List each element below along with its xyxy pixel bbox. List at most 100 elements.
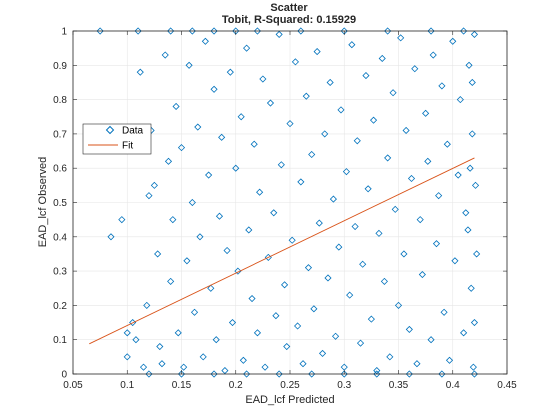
data-point [239,356,247,364]
data-point [261,363,269,371]
data-point [384,154,392,162]
data-point [351,222,359,231]
data-point [413,360,421,368]
data-point [234,267,242,275]
data-point [427,27,435,35]
data-point [449,37,457,45]
data-point [315,219,323,227]
data-point [143,301,151,309]
data-point [253,329,262,337]
data-point [167,27,175,35]
data-point [389,89,397,97]
data-point [167,277,175,285]
data-point [397,34,405,42]
data-point [180,363,188,371]
x-tick-label: 0.45 [497,380,517,391]
data-point [466,164,474,172]
data-point [177,144,186,152]
y-axis-ticks: 0 0.1 0.2 0.3 0.4 0.5 0.6 0.7 0.8 0.9 1 [53,27,507,381]
data-point [218,133,226,141]
data-point [332,332,340,340]
data-point [123,329,131,337]
data-point [169,216,177,224]
data-point [469,363,477,371]
data-point [456,96,464,104]
y-tick-label: 0.1 [53,335,67,346]
data-point [313,48,321,56]
data-point [432,240,441,248]
data-point [172,102,180,111]
chart-subtitle: Tobit, R-Squared: 0.15929 [222,14,356,26]
data-point [210,27,218,35]
data-point [460,27,468,35]
legend: Data Fit [82,123,152,155]
data-point [136,68,144,76]
data-point [465,61,473,69]
data-point [353,137,361,145]
y-tick-label: 1 [61,27,67,38]
data-point [386,353,394,361]
data-point [294,322,302,330]
data-point [150,181,158,189]
legend-box [82,123,152,155]
data-point [266,99,275,107]
data-point [164,157,173,165]
y-tick-label: 0.6 [53,164,67,175]
data-point [288,236,296,244]
data-point [123,353,131,361]
data-point [199,353,207,361]
fit-line [89,157,475,345]
data-point [107,233,115,241]
chart-title: Scatter [270,2,308,14]
y-tick-label: 0 [61,370,67,381]
data-point [380,277,388,285]
data-point [369,116,378,124]
data-point [245,226,253,234]
data-point [281,281,289,289]
data-point [473,250,481,258]
data-point [375,229,383,237]
data-point [324,274,332,282]
data-point [270,209,278,217]
data-point [359,260,367,268]
data-points [96,27,481,378]
x-tick-label: 0.3 [337,380,351,391]
data-point [337,106,345,114]
y-tick-label: 0.3 [53,267,67,278]
data-point [362,72,370,80]
data-point [308,370,316,378]
data-point [326,78,334,87]
data-point [188,198,196,207]
data-point [435,192,443,200]
data-point [297,27,305,35]
grid [72,30,508,375]
data-point [346,291,354,299]
data-point [438,82,446,90]
data-point [243,370,251,378]
data-point [275,370,283,378]
fit-line-group [89,157,475,345]
data-point [145,370,153,378]
data-point [154,250,162,258]
data-point [223,246,231,255]
y-tick-label: 0.7 [53,129,67,140]
data-point [232,164,240,172]
data-point [145,192,153,200]
y-tick-label: 0.4 [53,232,67,243]
data-point [139,363,148,371]
data-point [471,181,480,189]
data-point [190,308,199,316]
data-point [253,27,262,35]
y-axis-label: EAD_lcf Observed [37,157,49,247]
data-point [134,27,142,35]
data-point [185,61,193,69]
data-point [228,318,237,327]
x-tick-label: 0.35 [389,380,409,391]
data-point [201,37,209,45]
data-point [215,212,224,220]
data-point [391,205,399,213]
data-point [451,257,459,265]
y-tick-label: 0.8 [53,95,67,106]
legend-data-label: Data [122,126,144,137]
